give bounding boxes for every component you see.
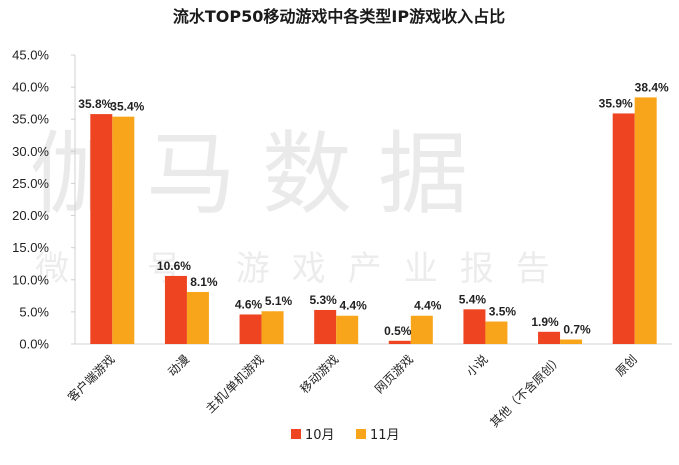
bar xyxy=(560,339,583,344)
bar xyxy=(314,309,337,344)
category-label: 原创 xyxy=(613,352,640,379)
category-label: 主机/单机游戏 xyxy=(203,352,267,416)
legend-swatch-10 xyxy=(291,429,301,439)
category-label: 动漫 xyxy=(165,352,192,379)
y-tick-label: 45.0% xyxy=(12,48,49,63)
y-axis: 0.0% 5.0% 10.0% 15.0% 20.0% 25.0% 30.0% 35.0% 40… xyxy=(12,48,76,352)
chart-title: 流水TOP50移动游戏中各类型IP游戏收入占比 xyxy=(173,7,505,26)
data-labels: 35.8%35.4%10.6%8.1%4.6% 5.1% 5.3% 4.4%0.5%4… xyxy=(78,80,669,337)
category-label: 小说 xyxy=(463,352,491,380)
data-label: 0.5% xyxy=(384,324,412,338)
data-label: 4.4% xyxy=(414,299,442,313)
legend-label-11: 11月 xyxy=(370,428,400,443)
y-tick-label: 20.0% xyxy=(12,208,49,223)
data-label: 35.8% xyxy=(78,97,112,111)
data-label: 1.9% xyxy=(531,315,559,329)
data-label: 10.6% xyxy=(157,259,191,273)
y-tick-label: 40.0% xyxy=(12,80,49,95)
bar xyxy=(634,97,657,345)
category-label: 网页游戏 xyxy=(372,352,416,396)
bar xyxy=(485,321,508,344)
data-label: 3.5% xyxy=(489,305,517,319)
data-label: 4.6% xyxy=(235,297,263,311)
data-label: 5.4% xyxy=(459,292,487,306)
data-label: 8.1% xyxy=(190,275,218,289)
category-label: 其他（不含原创） xyxy=(487,352,565,430)
bar xyxy=(388,340,411,344)
bar xyxy=(164,275,187,344)
bar xyxy=(336,315,359,344)
data-label: 4.4% xyxy=(340,299,368,313)
bar xyxy=(538,331,561,344)
y-tick-label: 10.0% xyxy=(12,272,49,287)
bar xyxy=(112,116,135,344)
legend: 10月 11月 xyxy=(291,428,400,443)
data-label: 38.4% xyxy=(635,80,669,94)
bar xyxy=(186,291,209,344)
y-tick-label: 5.0% xyxy=(19,304,49,319)
bar xyxy=(463,309,486,344)
y-tick-label: 0.0% xyxy=(19,337,49,352)
category-label: 客户端游戏 xyxy=(64,352,117,405)
category-label: 移动游戏 xyxy=(297,352,341,396)
data-label: 35.4% xyxy=(110,100,144,114)
bar xyxy=(261,311,284,344)
y-tick-label: 35.0% xyxy=(12,112,49,127)
data-label: 5.1% xyxy=(265,294,293,308)
bar xyxy=(410,315,433,344)
bars xyxy=(90,97,657,345)
data-label: 5.3% xyxy=(310,293,338,307)
y-tick-label: 15.0% xyxy=(12,240,49,255)
bar xyxy=(90,114,113,344)
bar xyxy=(239,314,262,344)
legend-label-10: 10月 xyxy=(305,428,335,443)
legend-swatch-11 xyxy=(356,429,366,439)
y-tick-label: 25.0% xyxy=(12,176,49,191)
data-label: 0.7% xyxy=(563,323,591,337)
data-label: 35.9% xyxy=(599,96,633,110)
bar xyxy=(612,113,635,344)
y-tick-label: 30.0% xyxy=(12,144,49,159)
